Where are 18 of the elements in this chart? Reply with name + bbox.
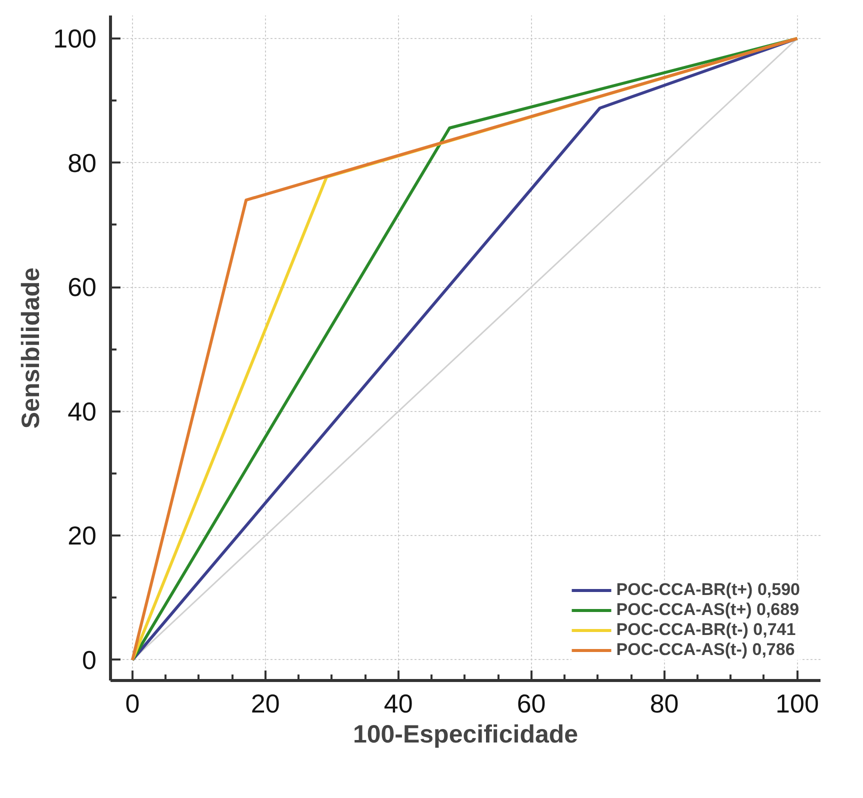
x-axis-title: 100-Especificidade [352, 720, 578, 748]
x-tick-label: 20 [250, 688, 280, 718]
x-tick-label: 60 [516, 688, 546, 718]
y-tick-label: 0 [82, 644, 97, 675]
x-tick-label: 40 [384, 688, 413, 718]
legend-label: POC-CCA-BR(t-) 0,741 [616, 620, 796, 640]
y-axis-title: Sensibilidade [17, 267, 46, 429]
legend-label: POC-CCA-AS(t+) 0,689 [616, 600, 800, 620]
x-tick-label: 100 [776, 688, 819, 718]
y-tick-label: 100 [53, 23, 97, 54]
y-tick-label: 20 [68, 520, 96, 551]
x-tick-label: 0 [125, 688, 140, 718]
legend-label: POC-CCA-AS(t-) 0,786 [616, 640, 795, 660]
x-tick-label: 80 [650, 688, 679, 718]
legend-label: POC-CCA-BR(t+) 0,590 [616, 580, 800, 600]
y-tick-label: 40 [68, 396, 96, 426]
y-tick-label: 80 [68, 148, 96, 178]
y-tick-label: 60 [68, 272, 96, 302]
